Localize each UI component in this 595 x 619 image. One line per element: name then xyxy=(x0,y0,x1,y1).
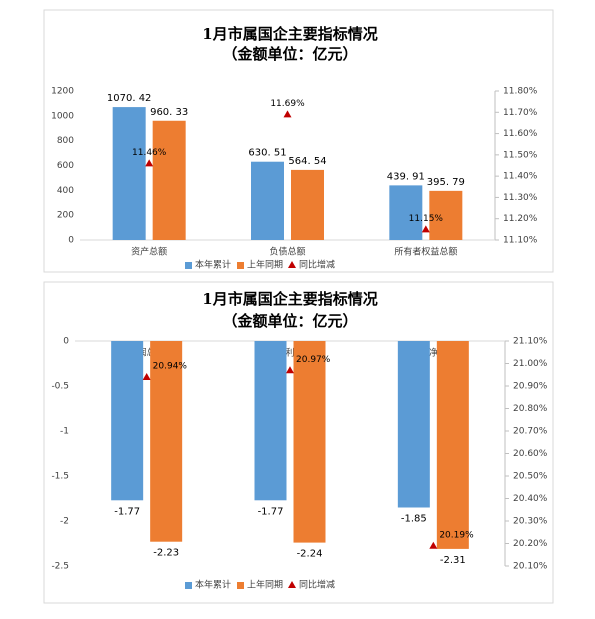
bar xyxy=(152,120,186,240)
y-tick-label: -2 xyxy=(60,517,69,527)
value-label: 11.69% xyxy=(270,99,305,109)
bar xyxy=(291,169,324,240)
bar xyxy=(436,341,469,549)
x-tick-label: 资产总额 xyxy=(131,246,167,258)
x-tick-label: 所有者权益总额 xyxy=(394,246,457,258)
value-label: -2.23 xyxy=(153,548,179,559)
chart-title: 1月市属国企主要指标情况 xyxy=(202,25,377,43)
y2-tick-label: 20.40% xyxy=(513,494,548,504)
value-label: 395. 79 xyxy=(427,177,465,188)
legend-swatch xyxy=(237,262,244,269)
y2-tick-label: 11.50% xyxy=(503,150,538,160)
value-label: 20.94% xyxy=(153,362,188,372)
value-label: -1.77 xyxy=(258,506,284,517)
y2-tick-label: 21.00% xyxy=(513,359,548,369)
y-tick-label: 0 xyxy=(68,236,74,246)
chart-title: 1月市属国企主要指标情况 xyxy=(202,290,377,308)
legend-label: 本年累计 xyxy=(195,259,231,271)
legend-marker xyxy=(288,261,296,268)
bar xyxy=(251,161,284,240)
value-label: 11.46% xyxy=(132,148,167,158)
value-label: 564. 54 xyxy=(288,156,326,167)
y-tick-label: -1 xyxy=(60,427,69,437)
x-tick-label: 负债总额 xyxy=(269,246,305,258)
value-label: -1.77 xyxy=(114,506,140,517)
y-tick-label: -1.5 xyxy=(51,472,69,482)
value-label: -1.85 xyxy=(401,514,427,525)
y2-tick-label: 11.60% xyxy=(503,129,538,139)
chart-subtitle: （金额单位：亿元） xyxy=(222,312,357,330)
y2-tick-label: 21.10% xyxy=(513,337,548,347)
bar xyxy=(112,107,146,241)
marker xyxy=(429,541,438,549)
value-label: -2.24 xyxy=(297,549,323,560)
y-tick-label: 200 xyxy=(57,211,74,221)
y-tick-label: 600 xyxy=(57,161,74,171)
bar xyxy=(429,190,463,240)
marker xyxy=(145,159,154,167)
bar xyxy=(150,341,183,542)
legend-label: 同比增减 xyxy=(299,259,335,271)
value-label: 1070. 42 xyxy=(107,93,152,104)
marker xyxy=(421,225,430,233)
y2-tick-label: 20.70% xyxy=(513,427,548,437)
y-tick-label: 800 xyxy=(57,136,74,146)
y2-tick-label: 11.80% xyxy=(503,87,538,97)
y-tick-label: -2.5 xyxy=(51,562,69,572)
y-tick-label: 1000 xyxy=(51,111,74,121)
value-label: 630. 51 xyxy=(248,148,286,159)
y2-tick-label: 20.10% xyxy=(513,562,548,572)
y2-tick-label: 20.90% xyxy=(513,382,548,392)
y2-tick-label: 20.50% xyxy=(513,472,548,482)
value-label: 20.97% xyxy=(296,355,331,365)
bar xyxy=(111,341,144,501)
y-tick-label: -0.5 xyxy=(51,382,69,392)
y2-tick-label: 20.80% xyxy=(513,404,548,414)
bar xyxy=(293,341,326,543)
y2-tick-label: 20.60% xyxy=(513,449,548,459)
value-label: 960. 33 xyxy=(150,107,188,118)
bar xyxy=(254,341,287,501)
y-tick-label: 0 xyxy=(63,337,69,347)
y2-tick-label: 11.10% xyxy=(503,236,538,246)
marker xyxy=(283,110,292,118)
y2-tick-label: 11.70% xyxy=(503,108,538,118)
bar xyxy=(397,341,430,508)
y2-tick-label: 20.20% xyxy=(513,539,548,549)
y2-tick-label: 11.20% xyxy=(503,214,538,224)
y-tick-label: 1200 xyxy=(51,87,74,97)
chart-subtitle: （金额单位：亿元） xyxy=(222,45,357,63)
legend-label: 上年同期 xyxy=(247,259,283,271)
legend-label: 上年同期 xyxy=(247,579,283,591)
value-label: 439. 91 xyxy=(387,171,425,182)
y2-tick-label: 11.30% xyxy=(503,193,538,203)
y-tick-label: 400 xyxy=(57,186,74,196)
y2-tick-label: 20.30% xyxy=(513,517,548,527)
legend-swatch xyxy=(237,582,244,589)
value-label: 20.19% xyxy=(439,530,474,540)
legend-swatch xyxy=(185,582,192,589)
marker xyxy=(286,366,294,374)
legend-label: 本年累计 xyxy=(195,579,231,591)
legend-label: 同比增减 xyxy=(299,579,335,591)
value-label: 11.15% xyxy=(409,214,444,224)
legend-marker xyxy=(288,581,296,588)
marker xyxy=(142,373,151,380)
bar xyxy=(389,185,423,240)
y2-tick-label: 11.40% xyxy=(503,172,538,182)
value-label: -2.31 xyxy=(440,555,466,566)
legend-swatch xyxy=(185,262,192,269)
